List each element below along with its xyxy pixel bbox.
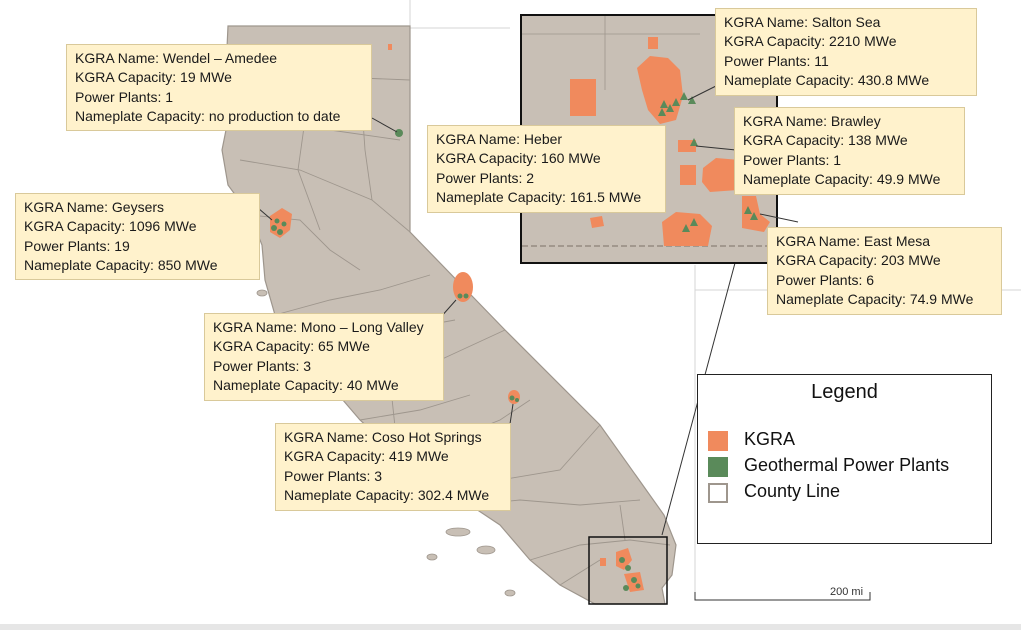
callout-power-plants: Power Plants: 11 — [724, 52, 829, 69]
callout-kgra-name: KGRA Name: Coso Hot Springs — [284, 429, 482, 445]
legend-label: County Line — [744, 481, 841, 501]
kgra-imperial-small — [600, 548, 644, 592]
callout-salton-sea: KGRA Name: Salton Sea KGRA Capacity: 221… — [715, 8, 977, 96]
callout-kgra-capacity: KGRA Capacity: 19 MWe — [75, 69, 232, 86]
callout-kgra-capacity: KGRA Capacity: 419 MWe — [284, 448, 449, 465]
callout-geysers: KGRA Name: Geysers KGRA Capacity: 1096 M… — [15, 193, 260, 280]
callout-power-plants: Power Plants: 6 — [776, 271, 875, 288]
callout-nameplate-capacity: Nameplate Capacity: no production to dat… — [75, 108, 341, 125]
callout-kgra-name: KGRA Name: Mono – Long Valley — [213, 319, 424, 335]
callout-heber: KGRA Name: Heber KGRA Capacity: 160 MWe … — [427, 125, 666, 213]
kgra-coso — [508, 390, 520, 404]
callout-kgra-capacity: KGRA Capacity: 1096 MWe — [24, 218, 197, 235]
callout-kgra-capacity: KGRA Capacity: 65 MWe — [213, 338, 370, 355]
county-line-swatch-icon — [708, 483, 728, 503]
callout-power-plants: Power Plants: 3 — [213, 357, 312, 374]
scale-bar — [694, 592, 871, 601]
callout-power-plants: Power Plants: 2 — [436, 169, 535, 186]
kgra-swatch-icon — [708, 431, 728, 451]
callout-nameplate-capacity: Nameplate Capacity: 49.9 MWe — [743, 171, 941, 188]
callout-nameplate-capacity: Nameplate Capacity: 850 MWe — [24, 257, 218, 274]
callout-kgra-name: KGRA Name: Brawley — [743, 113, 881, 129]
inset-locator-box — [588, 536, 668, 605]
scale-label: 200 mi — [830, 586, 864, 598]
callout-brawley: KGRA Name: Brawley KGRA Capacity: 138 MW… — [734, 107, 965, 195]
callout-kgra-capacity: KGRA Capacity: 2210 MWe — [724, 33, 897, 50]
callout-kgra-name: KGRA Name: Wendel – Amedee — [75, 50, 278, 66]
callout-kgra-name: KGRA Name: Salton Sea — [724, 14, 881, 30]
legend-label: Geothermal Power Plants — [744, 455, 950, 475]
callout-nameplate-capacity: Nameplate Capacity: 302.4 MWe — [284, 487, 490, 504]
callout-power-plants: Power Plants: 3 — [284, 467, 383, 484]
callout-nameplate-capacity: Nameplate Capacity: 161.5 MWe — [436, 189, 642, 206]
callout-east-mesa: KGRA Name: East Mesa KGRA Capacity: 203 … — [767, 227, 1002, 315]
callout-kgra-name: KGRA Name: Geysers — [24, 199, 165, 215]
callout-kgra-capacity: KGRA Capacity: 160 MWe — [436, 150, 601, 167]
callout-nameplate-capacity: Nameplate Capacity: 40 MWe — [213, 377, 399, 394]
callout-coso-hot-springs: KGRA Name: Coso Hot Springs KGRA Capacit… — [275, 423, 511, 511]
callout-mono-long-valley: KGRA Name: Mono – Long Valley KGRA Capac… — [204, 313, 444, 401]
callout-kgra-capacity: KGRA Capacity: 203 MWe — [776, 252, 941, 269]
kgra-mono — [453, 272, 473, 302]
callout-wendel-amedee: KGRA Name: Wendel – Amedee KGRA Capacity… — [66, 44, 372, 131]
callout-kgra-name: KGRA Name: Heber — [436, 131, 563, 147]
callout-kgra-capacity: KGRA Capacity: 138 MWe — [743, 132, 908, 149]
legend-title: Legend — [811, 381, 878, 403]
legend: Legend KGRA Geothermal Power Plants Coun… — [697, 374, 992, 544]
channel-islands — [256, 289, 516, 597]
callout-power-plants: Power Plants: 1 — [743, 151, 842, 168]
callout-nameplate-capacity: Nameplate Capacity: 74.9 MWe — [776, 291, 974, 308]
bottom-strip — [0, 624, 1021, 630]
callout-kgra-name: KGRA Name: East Mesa — [776, 233, 931, 249]
kgra-wendel — [388, 44, 403, 137]
legend-label: KGRA — [744, 429, 796, 449]
plant-swatch-icon — [708, 457, 728, 477]
callout-power-plants: Power Plants: 19 — [24, 237, 130, 254]
callout-power-plants: Power Plants: 1 — [75, 88, 174, 105]
callout-nameplate-capacity: Nameplate Capacity: 430.8 MWe — [724, 72, 930, 89]
kgra-geysers — [270, 208, 292, 238]
